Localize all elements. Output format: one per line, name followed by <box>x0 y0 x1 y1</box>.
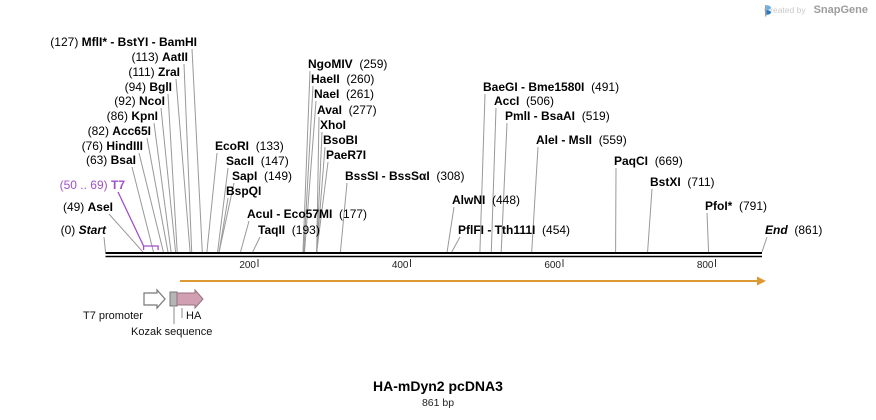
leader-line-ngomiv <box>302 70 311 253</box>
leader-line-naei <box>304 100 317 253</box>
watermark: Created by SnapGene <box>764 4 868 17</box>
leader-line-alei-msli <box>531 146 539 253</box>
leader-line-aatii <box>183 63 193 253</box>
leader-line-bsssi-bsss-i <box>339 182 348 253</box>
leader-line-bstxi <box>647 188 653 253</box>
leader-line-acc65i <box>146 137 169 253</box>
feature-label-ha: HA <box>186 310 202 322</box>
watermark-brand: SnapGene <box>813 4 868 16</box>
leader-line-pfoi <box>706 212 710 253</box>
leader-line-asei <box>108 213 144 253</box>
leader-line-pflfi-tth111i <box>451 236 461 253</box>
map-length: 861 bp <box>421 397 455 409</box>
leader-line-paer7i <box>316 161 329 253</box>
leader-line-end <box>761 236 768 253</box>
ha-tag-arrow <box>176 288 204 310</box>
leader-line-xhoi <box>316 131 323 253</box>
leader-line-bgli <box>167 93 178 253</box>
leader-line-alwni <box>446 206 455 253</box>
leader-line-sapi <box>218 182 235 253</box>
map-title: HA-mDyn2 pcDNA3 <box>373 378 503 394</box>
leader-line-acui-eco57mi <box>240 220 250 253</box>
leader-line-bspqi <box>218 197 229 253</box>
leader-line-mfli-bstyi-bamhi <box>191 48 203 253</box>
leader-line-hindiii <box>138 152 164 253</box>
kozak-sequence-box <box>169 291 178 307</box>
leader-line-acci <box>490 107 497 253</box>
feature-label-kozak-sequence: Kozak sequence <box>131 326 213 338</box>
watermark-created-by: Created by <box>764 5 806 15</box>
leader-line-pmli-bsaai <box>500 122 508 253</box>
t7-region-bracket <box>142 245 159 250</box>
leader-line-zrai <box>175 78 191 253</box>
leader-line-bsobi <box>316 146 326 253</box>
leader-line-ncoi <box>160 107 177 253</box>
t7-leader-line <box>117 191 145 247</box>
leader-line-ecori <box>206 152 218 253</box>
leader-line-taqii <box>252 236 261 253</box>
leader-line-sacii <box>217 167 229 253</box>
leader-line-baegi-bme1580i <box>479 93 486 253</box>
leader-line-bsai <box>131 166 154 253</box>
feature-label-t7-promoter: T7 promoter <box>83 310 143 322</box>
leader-line-avai <box>316 116 320 253</box>
leader-line-haeii <box>303 85 314 253</box>
orf-arrow-head <box>757 276 766 286</box>
leader-line-start <box>103 236 106 253</box>
t7-promoter-arrow <box>143 288 166 310</box>
leader-line-kpni <box>153 122 172 253</box>
